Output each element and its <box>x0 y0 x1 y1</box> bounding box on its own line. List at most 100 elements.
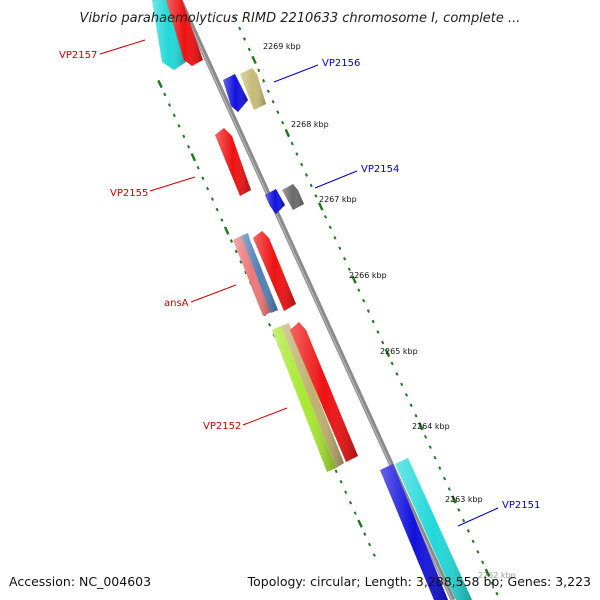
tick-mark <box>223 226 230 235</box>
tick-marks <box>157 16 499 596</box>
tick-mark <box>309 183 313 188</box>
tick-mark <box>190 153 197 162</box>
topology-summary: Topology: circular; Length: 3,288,558 bp… <box>247 574 591 589</box>
tick-mark <box>271 99 275 104</box>
tick-mark <box>466 529 470 533</box>
tick-mark <box>206 186 210 191</box>
tick-mark <box>251 55 257 64</box>
tick-mark <box>157 79 163 89</box>
tick-mark <box>395 372 399 376</box>
tick-mark <box>481 560 485 565</box>
gene-label-vp2155[interactable]: VP2155 <box>110 188 148 199</box>
tick-mark <box>357 519 363 528</box>
gene-label-vp2157[interactable]: VP2157 <box>59 50 97 61</box>
gene-vp2154[interactable] <box>265 184 304 214</box>
tick-mark <box>484 568 491 577</box>
tick-mark <box>367 542 372 547</box>
accession-text: Accession: NC_004603 <box>9 574 151 589</box>
tick-mark <box>295 152 299 156</box>
tick-mark <box>400 382 404 387</box>
tick-mark <box>276 110 280 115</box>
tick-mark <box>314 194 318 198</box>
tick-mark <box>167 103 172 107</box>
tick-mark <box>201 176 205 181</box>
tick-mark <box>339 479 343 484</box>
tick-mark <box>433 455 437 460</box>
kbp-label-2267: 2267 kbp <box>319 195 357 204</box>
tick-mark <box>172 113 176 118</box>
kbp-label-2268: 2268 kbp <box>291 120 329 129</box>
tick-mark <box>447 487 451 491</box>
tick-mark <box>362 298 366 303</box>
tick-mark <box>323 215 328 219</box>
tick-mark <box>384 348 391 358</box>
tick-mark <box>414 413 418 418</box>
tick-mark <box>357 288 361 292</box>
tick-mark <box>342 256 347 261</box>
tick-mark <box>442 476 447 481</box>
tick-mark <box>177 124 181 128</box>
tick-mark <box>372 553 376 557</box>
tick-mark <box>257 68 261 73</box>
tick-mark <box>348 500 353 505</box>
gene-features <box>152 0 472 600</box>
tick-mark <box>495 591 499 596</box>
tick-mark <box>418 422 424 431</box>
tick-mark <box>187 145 191 149</box>
gene-labels: VP2157 VP2156 VP2155 VP2154 ansA VP2152 … <box>59 50 540 511</box>
map-title: Vibrio parahaemolyticus RIMD 2210633 chr… <box>80 11 521 26</box>
gene-vp2155[interactable] <box>215 128 251 196</box>
gene-label-ansA[interactable]: ansA <box>164 298 189 309</box>
gene-vp2157[interactable] <box>152 0 203 70</box>
tick-mark <box>284 129 291 138</box>
tick-mark <box>210 197 214 201</box>
tick-mark <box>229 239 234 243</box>
tick-mark <box>215 207 219 212</box>
tick-mark <box>266 89 270 94</box>
tick-mark <box>344 490 348 495</box>
tick-mark <box>220 218 224 222</box>
tick-mark <box>409 403 413 408</box>
gene-label-vp2152[interactable]: VP2152 <box>203 421 241 432</box>
gene-label-vp2154[interactable]: VP2154 <box>361 164 399 175</box>
tick-mark <box>244 270 248 275</box>
gene-vp2151[interactable] <box>380 458 472 600</box>
gene-vp2152[interactable] <box>272 322 358 472</box>
tick-mark <box>476 550 480 554</box>
gene-label-vp2156[interactable]: VP2156 <box>322 58 360 69</box>
tick-mark <box>267 322 272 327</box>
tick-mark <box>381 340 385 345</box>
tick-mark <box>404 393 409 397</box>
kbp-label-2265: 2265 kbp <box>380 347 418 356</box>
tick-mark <box>242 37 247 41</box>
tick-mark <box>438 466 442 470</box>
kbp-labels: 2269 kbp 2268 kbp 2267 kbp 2266 kbp 2265… <box>263 42 516 580</box>
tick-mark <box>471 539 475 544</box>
gene-label-leaders <box>99 39 499 527</box>
tick-mark <box>304 173 309 177</box>
tick-mark <box>238 26 242 31</box>
tick-mark <box>328 225 332 230</box>
tick-mark <box>318 202 324 211</box>
tick-mark <box>281 120 285 125</box>
tick-mark <box>366 309 370 313</box>
tick-mark <box>371 319 375 324</box>
tick-mark <box>233 16 237 20</box>
tick-mark <box>247 47 251 52</box>
tick-mark <box>423 434 428 439</box>
kbp-label-2266: 2266 kbp <box>349 271 387 280</box>
tick-mark <box>333 236 337 240</box>
tick-mark <box>300 162 304 167</box>
gene-vp2156[interactable] <box>223 68 266 112</box>
tick-mark <box>163 92 167 97</box>
gene-ansA[interactable] <box>233 231 296 316</box>
tick-mark <box>239 260 243 264</box>
backbone <box>177 0 456 600</box>
tick-mark <box>457 508 461 512</box>
tick-mark <box>451 495 457 504</box>
tick-mark <box>262 79 266 83</box>
tick-mark <box>290 141 294 146</box>
tick-mark <box>462 518 466 523</box>
gene-label-vp2151[interactable]: VP2151 <box>502 500 540 511</box>
